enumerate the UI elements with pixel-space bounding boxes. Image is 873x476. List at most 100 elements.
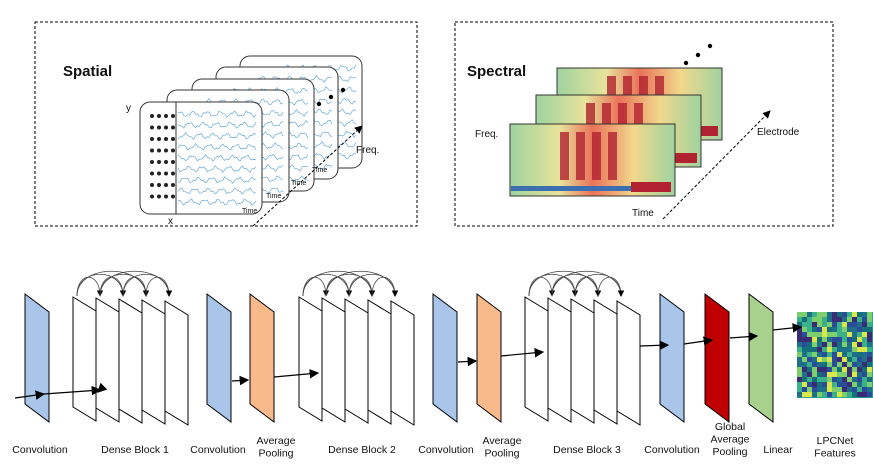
convolution-4-label: Convolution — [644, 444, 700, 456]
global-average-pooling-layer — [704, 293, 730, 423]
feature-cell — [812, 317, 818, 323]
feature-cell — [807, 382, 813, 388]
feature-cell — [862, 327, 868, 333]
feature-cell — [817, 352, 823, 358]
feature-cell — [822, 382, 828, 388]
dense-block-2 — [298, 270, 415, 426]
feature-cell — [802, 332, 808, 338]
electrode-dot — [150, 171, 154, 176]
continuation-dot — [707, 43, 713, 49]
feature-cell — [812, 312, 818, 318]
feature-cell — [867, 322, 873, 328]
convolution-layer-3 — [432, 293, 458, 423]
spatial-time-label: Time — [312, 167, 327, 174]
feature-cell — [797, 312, 803, 318]
flow-arrow — [43, 385, 102, 396]
eeg-trace — [177, 165, 257, 173]
feature-cell — [847, 392, 853, 398]
feature-cell — [842, 362, 848, 368]
spectral-band — [608, 132, 617, 180]
dense-layer — [118, 298, 143, 424]
eeg-trace — [177, 121, 257, 129]
feature-cell — [832, 352, 838, 358]
feature-cell — [862, 332, 868, 338]
dense-block-1-label: Dense Block 1 — [101, 444, 169, 456]
feature-cell — [797, 387, 803, 393]
average-pooling-layer-1 — [249, 293, 275, 423]
feature-cell — [857, 367, 863, 373]
feature-cell — [807, 332, 813, 338]
spectral-time-label: Time — [632, 208, 654, 219]
feature-cell — [807, 372, 813, 378]
feature-cell — [827, 342, 833, 348]
feature-cell — [827, 332, 833, 338]
convolution-layer-2 — [206, 293, 232, 423]
feature-cell — [847, 367, 853, 373]
feature-cell — [832, 342, 838, 348]
feature-cell — [847, 327, 853, 333]
feature-cell — [842, 372, 848, 378]
feature-cell — [862, 392, 868, 398]
feature-cell — [807, 312, 813, 318]
feature-cell — [812, 377, 818, 383]
spatial-card — [139, 101, 263, 215]
dense-layer — [593, 299, 618, 425]
spectral-depth-arrow — [662, 110, 771, 220]
feature-cell — [817, 312, 823, 318]
feature-cell — [832, 337, 838, 343]
feature-cell — [862, 352, 868, 358]
skip-connection — [574, 277, 602, 297]
electrode-dot — [157, 137, 161, 141]
spectrogram-stack — [509, 67, 723, 197]
feature-cell — [857, 312, 863, 318]
feature-cell — [852, 367, 858, 373]
feature-cell — [832, 322, 838, 328]
feature-cell — [852, 357, 858, 363]
feature-cell — [857, 322, 863, 328]
feature-cell — [842, 317, 848, 323]
feature-cell — [847, 322, 853, 328]
eeg-trace — [177, 142, 257, 151]
flow-arrow — [14, 390, 46, 400]
feature-cell — [832, 372, 838, 378]
feature-cell — [817, 372, 823, 378]
electrode-dot — [150, 114, 154, 118]
feature-cell — [847, 352, 853, 358]
feature-cell — [837, 362, 843, 368]
skip-connection — [325, 270, 399, 297]
feature-cell — [867, 342, 873, 348]
feature-cell — [802, 317, 808, 323]
feature-cell — [797, 377, 803, 383]
feature-cell — [862, 317, 868, 323]
average-pooling-2-label: Average Pooling — [483, 435, 522, 460]
feature-cell — [847, 372, 853, 378]
lpcnet-feature-map — [797, 312, 873, 398]
electrode-dot — [157, 114, 161, 118]
feature-cell — [807, 357, 813, 363]
feature-cell — [817, 357, 823, 363]
feature-cell — [862, 377, 868, 383]
feature-cell — [802, 372, 808, 378]
electrode-dot — [150, 125, 154, 130]
spatial-y-axis-label: y — [126, 103, 131, 114]
feature-cell — [797, 332, 803, 338]
feature-cell — [837, 347, 843, 353]
feature-cell — [797, 352, 803, 358]
feature-cell — [837, 317, 843, 323]
feature-cell — [842, 367, 848, 373]
spatial-panel-border — [34, 21, 418, 227]
feature-cell — [867, 312, 873, 318]
feature-cell — [817, 342, 823, 348]
electrode-dot — [171, 183, 175, 187]
flow-arrow — [500, 348, 545, 358]
feature-cell — [802, 352, 808, 358]
feature-cell — [812, 362, 818, 368]
feature-cell — [812, 347, 818, 353]
feature-cell — [837, 372, 843, 378]
skip-connection — [551, 270, 625, 297]
skip-connection — [145, 277, 173, 297]
feature-cell — [807, 387, 813, 393]
continuation-dot — [328, 94, 334, 100]
feature-cell — [812, 367, 818, 373]
